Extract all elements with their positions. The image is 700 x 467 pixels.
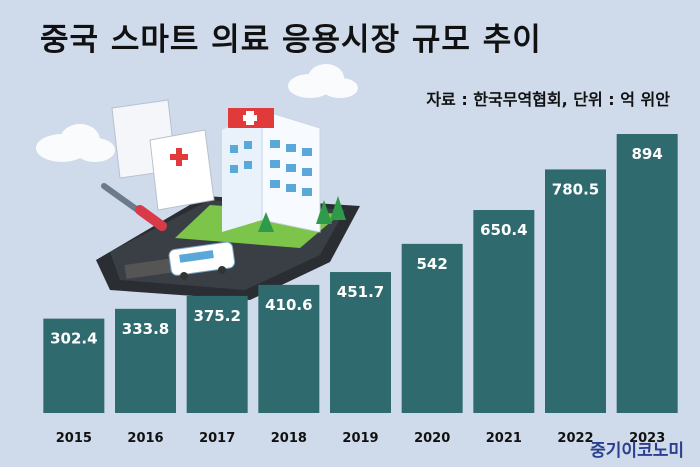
value-label-2017: 375.2 (193, 307, 240, 325)
bar-2022 (545, 169, 606, 413)
x-tick-2015: 2015 (56, 431, 92, 446)
bar-2020 (401, 243, 463, 413)
x-tick-2017: 2017 (199, 431, 235, 446)
chart-title: 중국 스마트 의료 응용시장 규모 추이 (40, 22, 542, 58)
cloud-icon (36, 124, 115, 162)
value-label-group: 302.4 333.8 375.2 410.6 451.7 542 650.4 780.5 89… (50, 145, 663, 348)
x-tick-2022: 2022 (557, 431, 593, 446)
x-tick-2018: 2018 (271, 431, 307, 446)
value-label-2022: 780.5 (552, 180, 599, 198)
bar-2017 (186, 295, 248, 413)
x-tick-2019: 2019 (342, 431, 378, 446)
value-label-2015: 302.4 (50, 330, 97, 348)
source-note: 자료 : 한국무역협회, 단위 : 억 위안 (426, 90, 670, 109)
bar-series (43, 134, 678, 413)
x-tick-2016: 2016 (127, 431, 163, 446)
value-label-2020: 542 (417, 255, 448, 273)
illustration (36, 64, 360, 300)
x-axis-ticks: 2015 2016 2017 2018 2019 2020 2021 2022 2023 (56, 431, 666, 446)
syringe-icon (101, 183, 167, 231)
x-tick-2023: 2023 (629, 431, 665, 446)
value-label-2016: 333.8 (122, 320, 169, 338)
bar-2016 (115, 308, 176, 413)
value-label-2021: 650.4 (480, 221, 527, 239)
cloud-icon (288, 64, 358, 98)
x-tick-2021: 2021 (486, 431, 522, 446)
bar-2023 (616, 134, 678, 413)
ambulance-icon (168, 241, 236, 280)
prescription-icon (111, 99, 215, 211)
value-label-2023: 894 (632, 145, 663, 163)
bar-2015 (43, 318, 105, 413)
bar-2021 (473, 210, 535, 413)
bar-2018 (258, 284, 320, 413)
hospital-icon (222, 108, 321, 233)
bar-2019 (330, 272, 391, 413)
publisher-logo: 중기이코노미 (590, 441, 684, 461)
x-tick-2020: 2020 (414, 431, 450, 446)
tree-icon (258, 196, 346, 232)
value-label-2019: 451.7 (337, 283, 384, 301)
value-label-2018: 410.6 (265, 296, 312, 314)
